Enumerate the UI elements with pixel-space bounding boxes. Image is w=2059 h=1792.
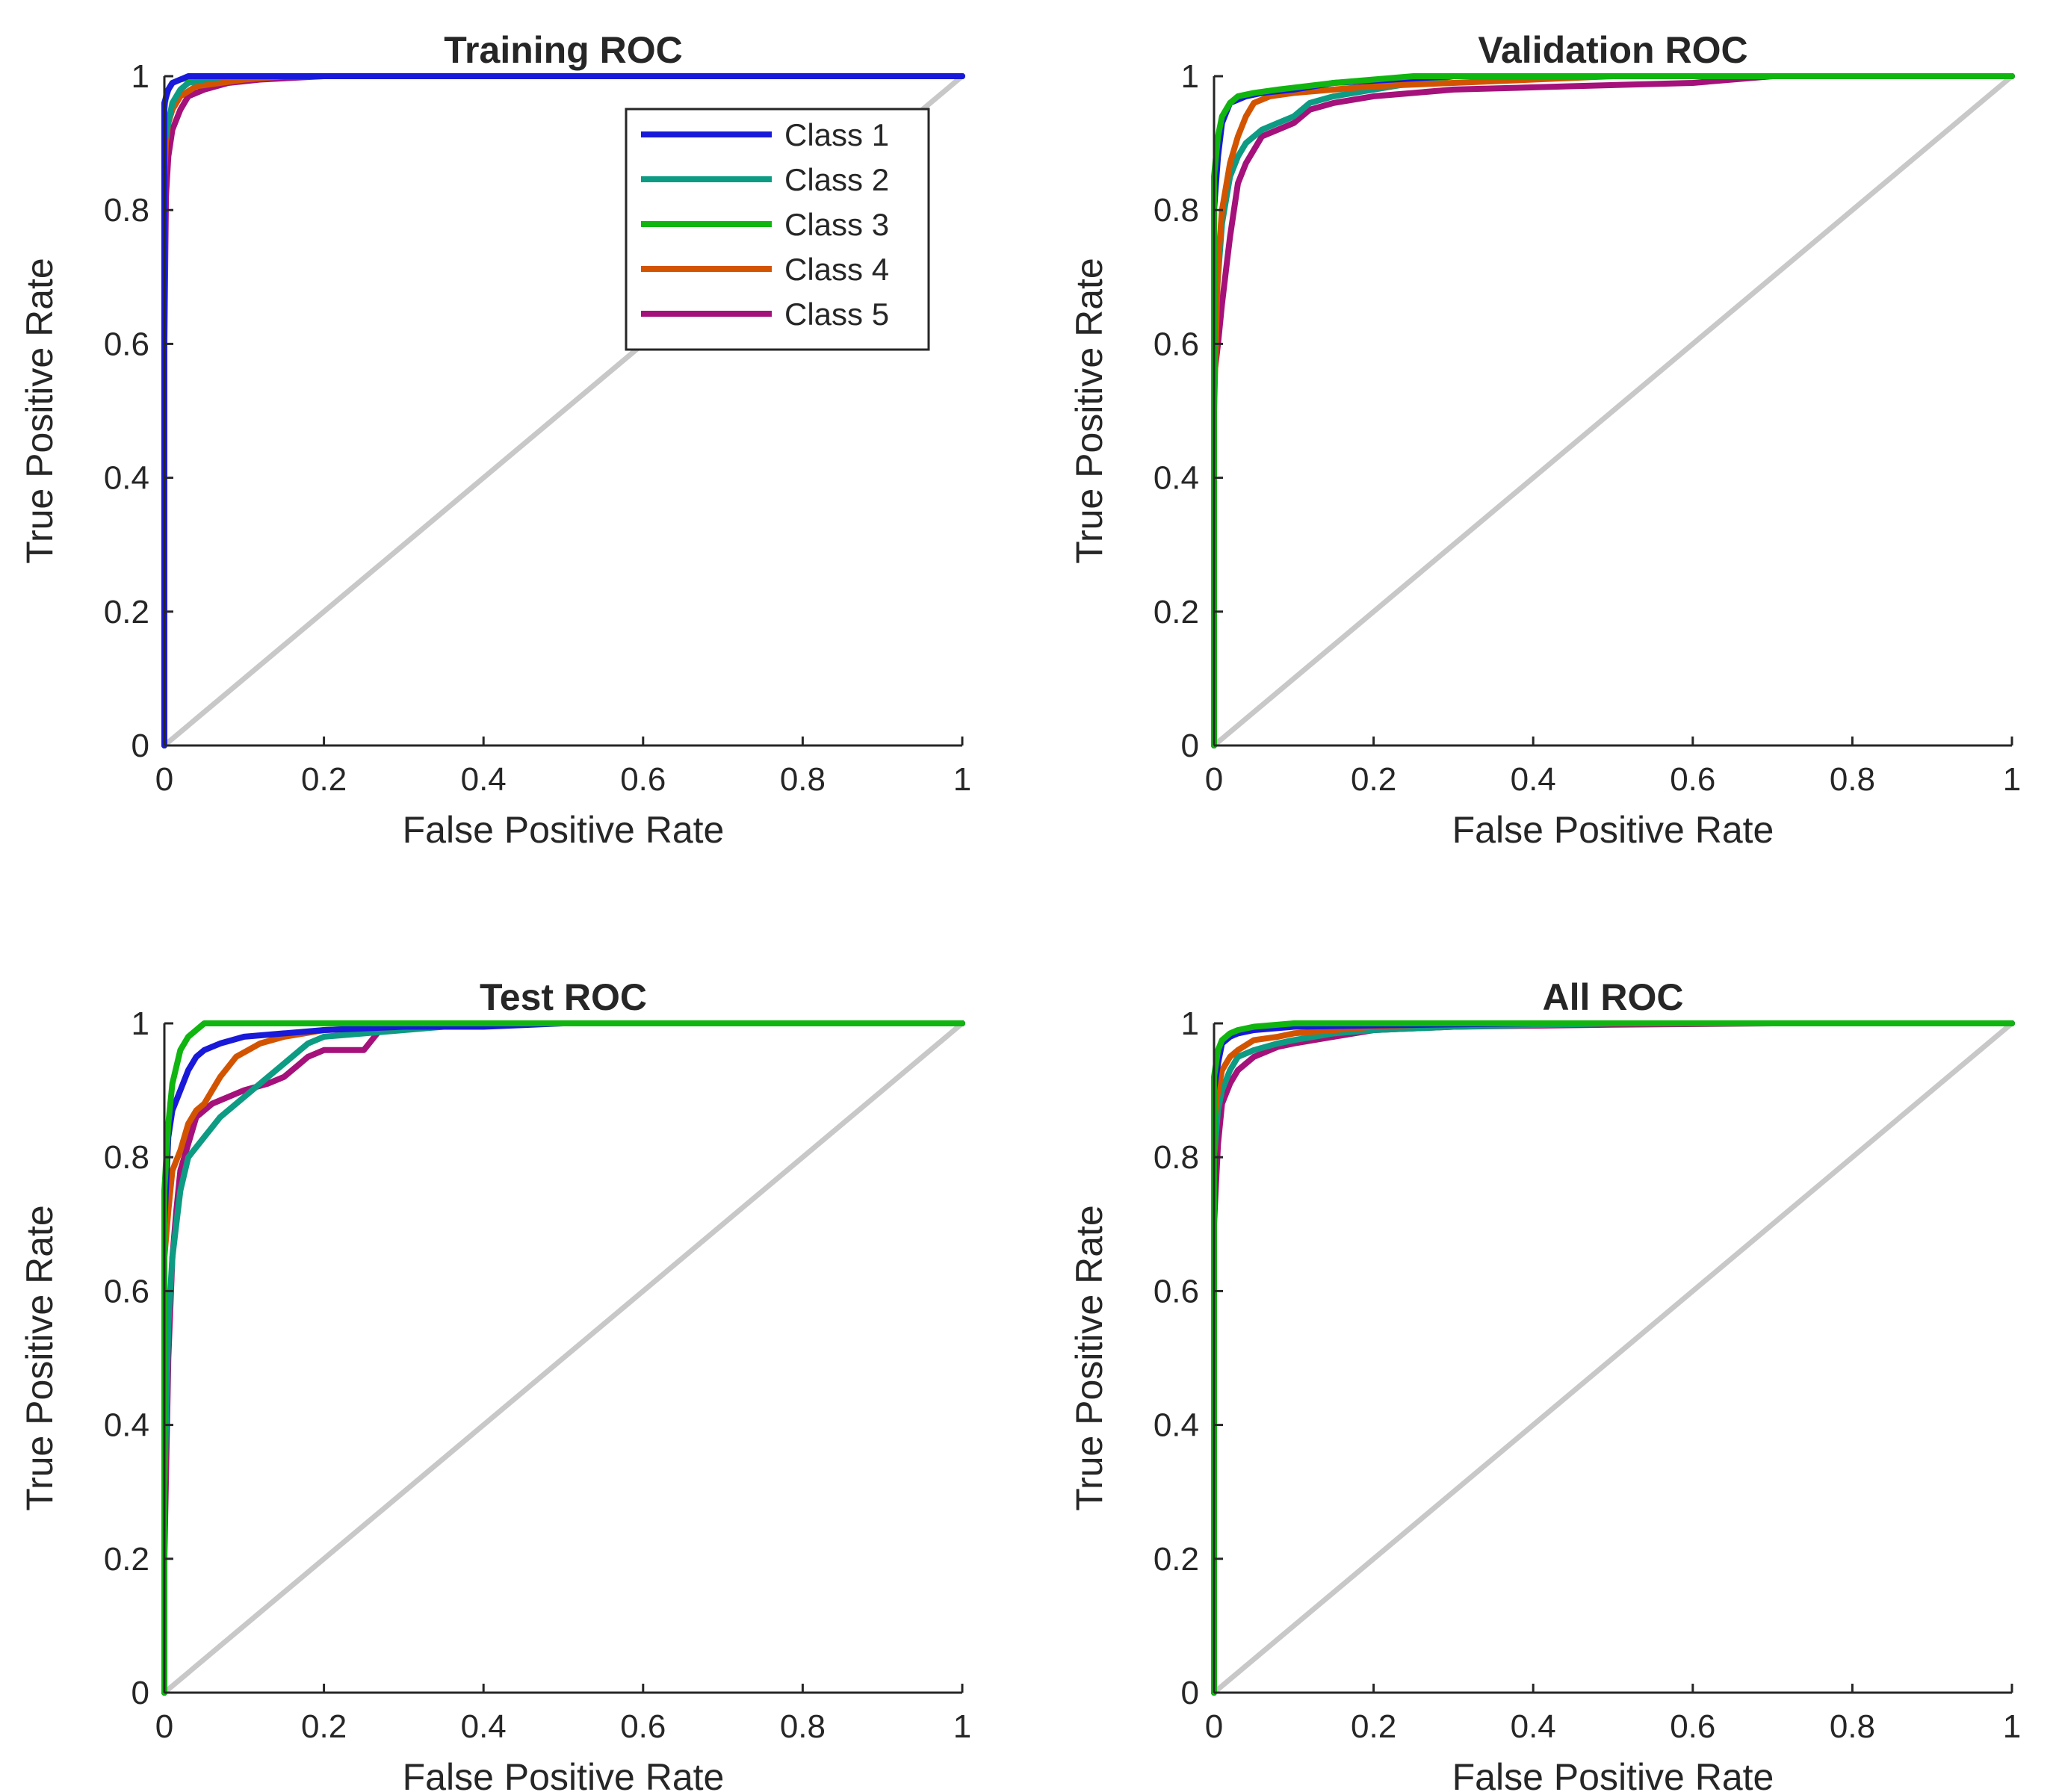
x-tick-label: 0.6 <box>1670 1708 1715 1745</box>
x-tick-label: 1 <box>953 761 971 798</box>
chance-diagonal-line <box>1212 74 2014 748</box>
legend: Class 1 Class 2 Class 3 Class 4 Class 5 <box>625 108 930 351</box>
roc-panel-4: 0 0.2 0.4 0.6 0.8 1 0 0.2 0.4 0.6 0.8 1 All ROC False… <box>1068 976 2021 1792</box>
y-tick-label: 0.2 <box>1154 594 1199 630</box>
y-tick-label: 1 <box>131 1005 149 1042</box>
x-tick-label: 0.8 <box>1830 1708 1875 1745</box>
legend-label: Class 3 <box>784 207 889 242</box>
x-axis-label: False Positive Rate <box>403 809 725 851</box>
x-tick-label: 1 <box>2003 1708 2021 1745</box>
roc-curve-class-3 <box>1211 73 2015 748</box>
x-tick-label: 0.6 <box>1670 761 1715 798</box>
y-tick-label: 0.4 <box>1154 1407 1199 1444</box>
roc-curve-class-4 <box>1211 73 2015 748</box>
y-tick-label: 0.4 <box>104 460 149 497</box>
y-tick-label: 0.6 <box>104 326 149 362</box>
roc-curve-class-5 <box>1211 73 2015 748</box>
chance-diagonal-line <box>162 1021 965 1695</box>
y-tick-label: 0 <box>131 728 149 764</box>
y-tick-label: 0.4 <box>104 1407 149 1444</box>
x-tick-label: 0.4 <box>1511 1708 1556 1745</box>
x-tick-label: 0 <box>1205 761 1223 798</box>
x-tick-label: 0.2 <box>1351 1708 1396 1745</box>
x-tick-label: 0 <box>155 761 173 798</box>
x-tick-label: 0.8 <box>1830 761 1875 798</box>
y-tick-label: 1 <box>131 58 149 95</box>
y-tick-label: 1 <box>1181 58 1199 95</box>
y-tick-label: 0.6 <box>104 1273 149 1309</box>
roc-curve-class-2 <box>161 1020 965 1696</box>
x-tick-label: 0.4 <box>1511 761 1556 798</box>
y-tick-label: 1 <box>1181 1005 1199 1042</box>
roc-panel-2: 0 0.2 0.4 0.6 0.8 1 0 0.2 0.4 0.6 0.8 1 Validation R… <box>1068 29 2021 851</box>
y-axis-label: True Positive Rate <box>19 1205 61 1510</box>
legend-label: Class 1 <box>784 117 889 152</box>
x-tick-label: 0 <box>155 1708 173 1745</box>
x-tick-label: 1 <box>953 1708 971 1745</box>
y-tick-label: 0.6 <box>1154 326 1199 362</box>
legend-label: Class 2 <box>784 162 889 197</box>
roc-panel-3: 0 0.2 0.4 0.6 0.8 1 0 0.2 0.4 0.6 0.8 1 Test ROC Fals… <box>19 976 971 1792</box>
chart-title: Validation ROC <box>1478 29 1747 71</box>
y-axis-label: True Positive Rate <box>1068 258 1110 563</box>
y-tick-label: 0.8 <box>1154 192 1199 229</box>
x-tick-label: 0.8 <box>780 1708 826 1745</box>
x-tick-label: 0.2 <box>1351 761 1396 798</box>
x-axis-label: False Positive Rate <box>403 1756 725 1792</box>
roc-panel-1: 0 0.2 0.4 0.6 0.8 1 0 0.2 0.4 0.6 0.8 1 Training ROC… <box>19 29 971 851</box>
y-tick-label: 0.4 <box>1154 460 1199 497</box>
x-tick-label: 0.8 <box>780 761 826 798</box>
x-tick-label: 1 <box>2003 761 2021 798</box>
x-axis-label: False Positive Rate <box>1452 809 1774 851</box>
y-tick-label: 0.6 <box>1154 1273 1199 1309</box>
x-tick-label: 0.2 <box>301 1708 347 1745</box>
y-tick-label: 0.8 <box>104 192 149 229</box>
y-axis-label: True Positive Rate <box>19 258 61 563</box>
chart-title: Test ROC <box>480 976 647 1018</box>
x-tick-label: 0.4 <box>461 761 507 798</box>
y-tick-label: 0.2 <box>104 1541 149 1578</box>
roc-curve-class-3 <box>1211 1020 2015 1696</box>
x-tick-label: 0.6 <box>620 761 666 798</box>
y-tick-label: 0.8 <box>104 1139 149 1176</box>
legend-box <box>625 108 930 351</box>
x-tick-label: 0.4 <box>461 1708 507 1745</box>
legend-label: Class 4 <box>784 252 889 287</box>
y-axis-label: True Positive Rate <box>1068 1205 1110 1510</box>
chart-title: Training ROC <box>444 29 682 71</box>
y-tick-label: 0.2 <box>1154 1541 1199 1578</box>
y-tick-label: 0.2 <box>104 594 149 630</box>
y-tick-label: 0 <box>1181 1675 1199 1711</box>
y-tick-label: 0 <box>131 1675 149 1711</box>
x-tick-label: 0.6 <box>620 1708 666 1745</box>
chance-diagonal-line <box>1212 1021 2014 1695</box>
y-tick-label: 0 <box>1181 728 1199 764</box>
legend-label: Class 5 <box>784 297 889 332</box>
y-tick-label: 0.8 <box>1154 1139 1199 1176</box>
chart-title: All ROC <box>1543 976 1684 1018</box>
x-tick-label: 0.2 <box>301 761 347 798</box>
x-tick-label: 0 <box>1205 1708 1223 1745</box>
x-axis-label: False Positive Rate <box>1452 1756 1774 1792</box>
